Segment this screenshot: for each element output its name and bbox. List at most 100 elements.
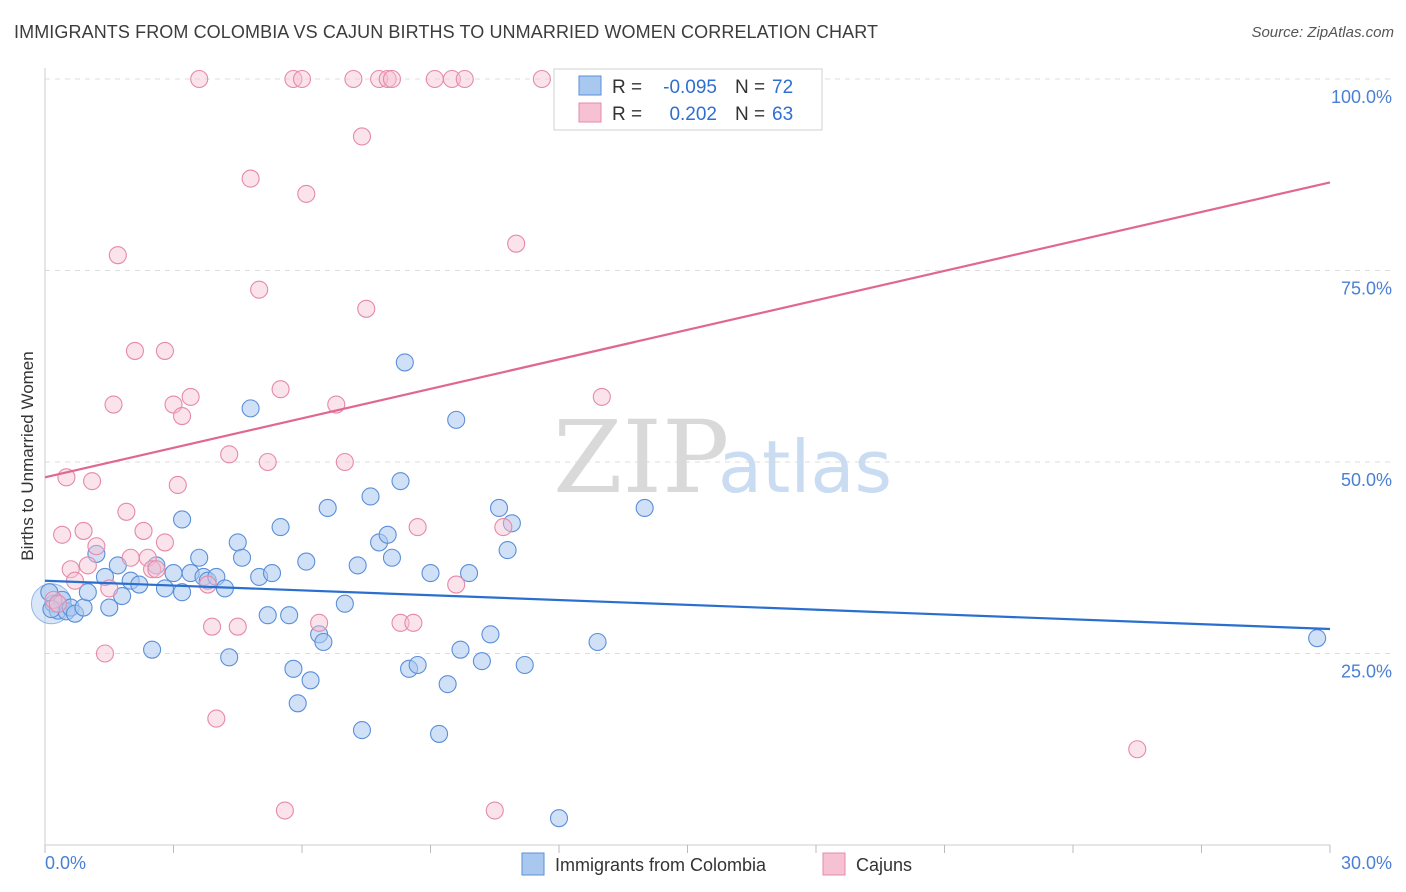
legend-r-value-2: 0.202 [669, 104, 717, 125]
data-point-cajuns [382, 69, 402, 89]
data-point-cajuns [344, 69, 363, 89]
data-point-colombia [301, 671, 320, 690]
data-point-cajuns [592, 387, 611, 406]
data-point-cajuns [404, 613, 423, 632]
data-point-cajuns [143, 560, 162, 579]
data-point-colombia [262, 564, 282, 583]
bottom-legend-label-cajuns: Cajuns [856, 855, 912, 875]
data-point-cajuns [207, 709, 226, 728]
data-point-colombia [155, 579, 174, 598]
data-point-cajuns [335, 452, 354, 472]
data-point-cajuns [391, 613, 410, 632]
data-point-cajuns [203, 617, 222, 636]
data-point-colombia [228, 533, 247, 552]
data-point-cajuns [173, 406, 192, 426]
bottom-legend-swatch-blue [521, 852, 545, 876]
data-point-cajuns [378, 69, 397, 89]
data-point-cajuns [181, 387, 200, 406]
data-point-cajuns [78, 556, 97, 575]
data-point-cajuns [220, 445, 239, 464]
stats-legend: R = -0.095 N = 72 R = 0.202 N = 63 [553, 68, 823, 131]
data-point-colombia [352, 721, 372, 740]
data-point-colombia [78, 583, 97, 602]
data-point-colombia [447, 410, 466, 429]
data-point-colombia [258, 606, 277, 625]
data-point-colombia [549, 809, 569, 828]
y-axis-tick-labels: 25.0% 50.0% 75.0% 100.0% [1331, 87, 1392, 682]
legend-swatch-blue [578, 75, 602, 96]
y-tick-label: 100.0% [1331, 87, 1392, 107]
y-axis-label: Births to Unmarried Women [18, 351, 37, 560]
legend-r-label-2: R = [612, 104, 642, 125]
data-point-colombia [382, 548, 402, 567]
data-point-colombia [498, 541, 517, 560]
data-point-colombia [95, 567, 115, 586]
data-point-cajuns [408, 518, 427, 537]
data-point-cajuns [83, 472, 102, 491]
data-point-cajuns [117, 502, 136, 521]
data-point-cajuns [442, 69, 461, 89]
y-tick-label: 25.0% [1341, 662, 1392, 682]
x-axis-ticks [44, 845, 1331, 853]
source-label: Source: ZipAtlas.com [1251, 24, 1394, 41]
data-point-cajuns [425, 69, 444, 89]
legend-swatch-pink [578, 102, 602, 123]
data-point-cajuns [228, 617, 247, 636]
data-point-cajuns [134, 521, 153, 540]
data-point-colombia [271, 518, 290, 537]
data-point-cajuns [147, 560, 166, 579]
data-point-colombia [74, 598, 93, 617]
data-point-cajuns [241, 169, 260, 188]
data-point-cajuns [155, 341, 174, 360]
data-point-cajuns [87, 537, 106, 556]
data-point-cajuns [95, 644, 115, 663]
data-point-cajuns [190, 69, 209, 89]
data-point-colombia [489, 498, 509, 518]
data-point-colombia [472, 652, 491, 671]
gridlines [45, 78, 1392, 654]
data-point-colombia [297, 552, 316, 571]
legend-r-value-1: -0.095 [663, 77, 717, 98]
data-point-cajuns [1128, 740, 1147, 759]
watermark-atlas: atlas [718, 425, 892, 509]
data-point-colombia [459, 564, 479, 583]
trend-line-cajuns [44, 181, 1331, 479]
data-point-colombia [588, 632, 607, 652]
data-point-colombia [395, 353, 414, 372]
data-point-cajuns [108, 246, 127, 265]
data-point-cajuns [455, 69, 474, 89]
data-point-cajuns [292, 69, 312, 89]
data-point-cajuns [485, 801, 504, 820]
data-point-colombia [438, 675, 457, 694]
data-point-cajuns [155, 533, 174, 552]
data-point-colombia [173, 510, 192, 529]
data-point-colombia [318, 498, 337, 518]
data-point-colombia [408, 655, 427, 675]
data-point-cajuns [357, 299, 376, 318]
data-point-colombia [335, 594, 354, 613]
data-point-colombia [378, 525, 397, 544]
data-point-colombia [143, 640, 162, 659]
data-point-colombia [421, 564, 440, 583]
data-point-cajuns [507, 234, 526, 253]
data-point-colombia [515, 655, 534, 675]
data-point-colombia [232, 548, 252, 567]
y-tick-label: 50.0% [1341, 470, 1392, 490]
data-point-cajuns [48, 594, 67, 613]
data-point-colombia [481, 625, 500, 644]
data-point-cajuns [74, 521, 93, 540]
y-tick-label: 75.0% [1341, 279, 1392, 299]
data-point-cajuns [104, 395, 123, 414]
data-point-cajuns [447, 575, 466, 594]
legend-n-label-1: N = [735, 77, 765, 98]
trend-lines [44, 181, 1331, 631]
data-point-colombia [451, 640, 470, 659]
data-point-cajuns [250, 280, 269, 299]
data-point-colombia [288, 694, 307, 713]
data-point-colombia [220, 648, 239, 667]
data-point-colombia [241, 399, 260, 418]
data-point-cajuns [297, 184, 316, 203]
data-point-cajuns [198, 575, 217, 594]
data-point-colombia [190, 548, 209, 567]
